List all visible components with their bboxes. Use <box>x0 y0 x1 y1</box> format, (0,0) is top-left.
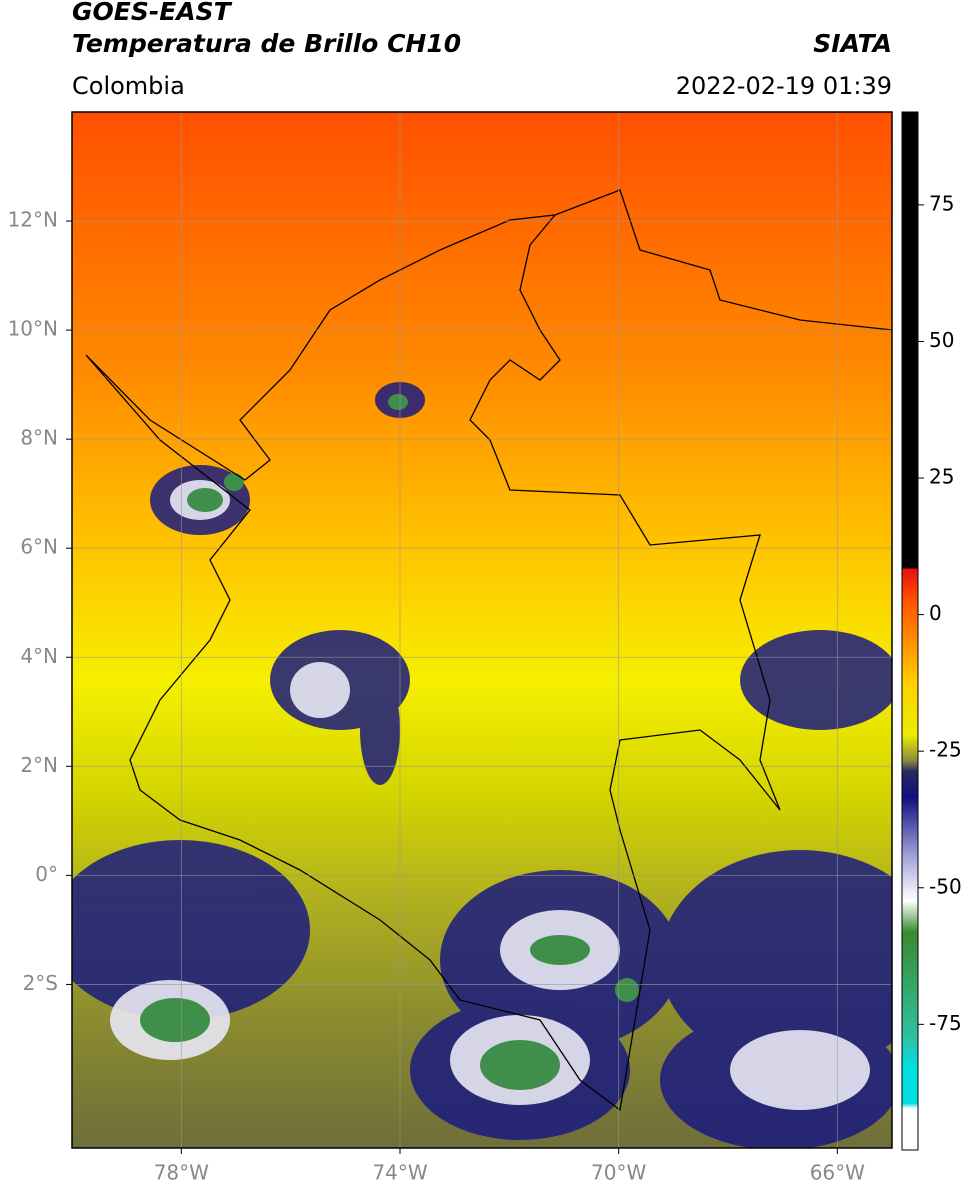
y-tick-label: 4°N <box>20 644 58 668</box>
colorbar-label: 0 <box>929 601 942 625</box>
y-tick-label: 2°S <box>23 971 58 995</box>
region: Colombia <box>72 72 185 100</box>
colorbar-label: -25 <box>929 738 962 762</box>
colorbar-label: -75 <box>929 1011 962 1035</box>
colorbar-label: 75 <box>929 191 954 215</box>
x-tick-label: 70°W <box>591 1161 646 1185</box>
colorbar-label: 25 <box>929 465 954 489</box>
product: Temperatura de Brillo CH10 <box>72 29 461 58</box>
colorbar-label: -50 <box>929 874 962 898</box>
map-frame <box>71 111 893 1149</box>
y-tick-label: 12°N <box>8 208 58 232</box>
satellite: GOES-EAST <box>72 0 233 26</box>
agency: SIATA <box>813 29 892 58</box>
map-image <box>72 112 892 1148</box>
y-tick-label: 10°N <box>8 317 58 341</box>
y-tick-label: 0° <box>35 862 58 886</box>
x-tick-label: 66°W <box>810 1161 865 1185</box>
colorbar-label: 50 <box>929 328 954 352</box>
y-tick-label: 6°N <box>20 535 58 559</box>
x-tick-label: 74°W <box>372 1161 427 1185</box>
x-tick-label: 78°W <box>154 1161 209 1185</box>
y-tick-label: 2°N <box>20 753 58 777</box>
datetime: 2022-02-19 01:39 <box>676 72 892 100</box>
y-tick-label: 8°N <box>20 426 58 450</box>
graticule <box>72 112 892 1148</box>
colorbar <box>901 111 919 1151</box>
